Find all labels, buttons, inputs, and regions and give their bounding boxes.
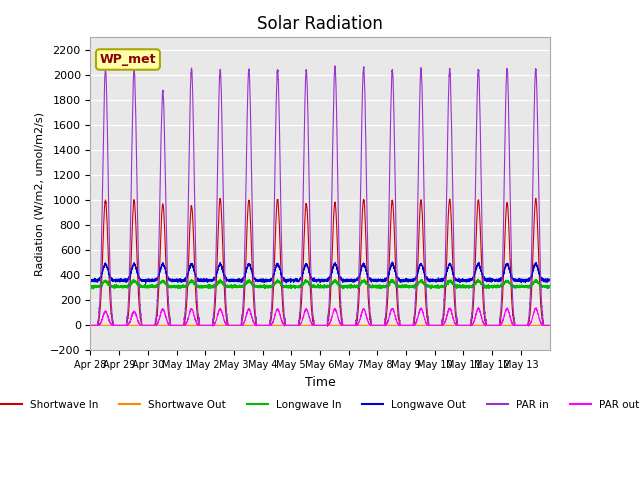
PAR out xyxy=(445,306,453,312)
Longwave In xyxy=(468,283,476,289)
Shortwave Out xyxy=(468,323,476,328)
Longwave In xyxy=(545,283,553,288)
Shortwave Out xyxy=(86,323,94,328)
Shortwave In xyxy=(86,323,94,328)
PAR out xyxy=(182,321,189,327)
Longwave Out xyxy=(388,259,396,265)
Shortwave Out xyxy=(337,323,344,328)
Text: WP_met: WP_met xyxy=(100,53,156,66)
Longwave Out xyxy=(445,262,453,268)
Longwave Out xyxy=(86,276,94,282)
PAR in xyxy=(337,292,344,298)
PAR out xyxy=(337,321,344,326)
PAR out xyxy=(468,322,476,328)
PAR out xyxy=(545,323,553,328)
Shortwave Out xyxy=(182,323,189,328)
Shortwave In xyxy=(182,312,189,318)
Longwave In xyxy=(339,286,346,292)
PAR in xyxy=(361,92,369,97)
Longwave Out xyxy=(545,277,553,283)
PAR in xyxy=(468,312,476,317)
Shortwave Out xyxy=(545,323,553,328)
Line: Longwave Out: Longwave Out xyxy=(90,262,549,283)
Longwave Out xyxy=(182,276,189,281)
Legend: Shortwave In, Shortwave Out, Longwave In, Longwave Out, PAR in, PAR out: Shortwave In, Shortwave Out, Longwave In… xyxy=(0,396,640,414)
Line: PAR out: PAR out xyxy=(90,308,549,326)
PAR in xyxy=(480,284,488,290)
Longwave In xyxy=(337,282,344,288)
Longwave Out xyxy=(142,280,150,286)
PAR out xyxy=(474,305,482,311)
Longwave Out xyxy=(361,264,369,270)
Shortwave Out xyxy=(361,323,369,328)
Longwave In xyxy=(274,276,282,282)
Shortwave In xyxy=(532,195,540,201)
PAR in xyxy=(182,302,189,308)
Longwave Out xyxy=(337,275,344,280)
PAR in xyxy=(86,323,94,328)
Longwave Out xyxy=(480,275,488,281)
Longwave In xyxy=(182,283,189,288)
PAR out xyxy=(361,308,369,313)
PAR out xyxy=(480,320,488,326)
PAR in xyxy=(545,323,553,328)
Shortwave In xyxy=(468,319,476,324)
PAR out xyxy=(86,323,94,328)
Shortwave Out xyxy=(445,323,453,328)
Longwave In xyxy=(445,278,453,284)
Longwave Out xyxy=(468,278,476,284)
PAR in xyxy=(331,63,339,69)
Longwave In xyxy=(86,283,94,289)
Line: Longwave In: Longwave In xyxy=(90,279,549,289)
Longwave In xyxy=(361,278,369,284)
PAR in xyxy=(445,73,453,79)
PAR out xyxy=(209,323,216,329)
Shortwave Out xyxy=(479,323,487,328)
Line: Shortwave In: Shortwave In xyxy=(90,198,549,325)
Shortwave In xyxy=(337,306,344,312)
Shortwave In xyxy=(445,200,453,206)
Shortwave In xyxy=(361,209,369,215)
Y-axis label: Radiation (W/m2, umol/m2/s): Radiation (W/m2, umol/m2/s) xyxy=(35,112,45,276)
Longwave In xyxy=(480,283,488,288)
Shortwave In xyxy=(479,303,487,309)
Shortwave In xyxy=(545,323,553,328)
X-axis label: Time: Time xyxy=(305,376,335,389)
Line: PAR in: PAR in xyxy=(90,66,549,325)
Title: Solar Radiation: Solar Radiation xyxy=(257,15,383,33)
